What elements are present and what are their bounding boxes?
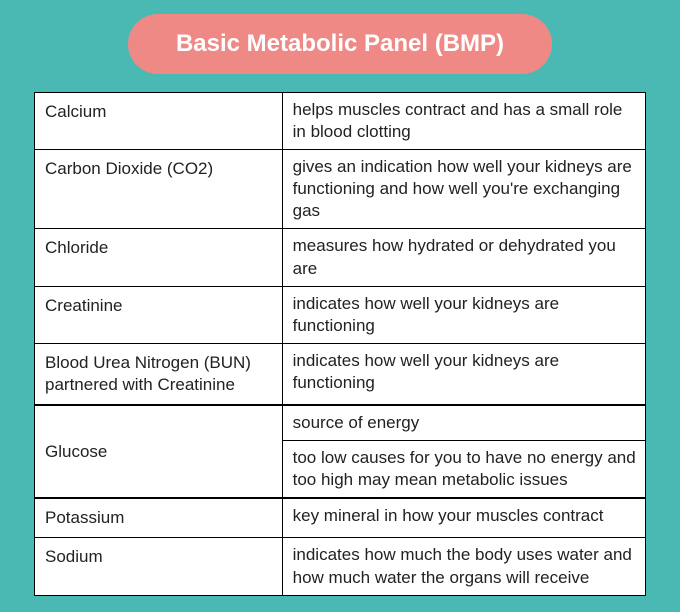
- table-row: Potassium key mineral in how your muscle…: [35, 498, 646, 538]
- bmp-table: Calcium helps muscles contract and has a…: [34, 92, 646, 596]
- analyte-desc: indicates how well your kidneys are func…: [282, 343, 645, 405]
- analyte-desc: helps muscles contract and has a small r…: [282, 93, 645, 150]
- analyte-name: Sodium: [35, 538, 283, 595]
- table-row: Blood Urea Nitrogen (BUN) partnered with…: [35, 343, 646, 405]
- analyte-name: Calcium: [35, 93, 283, 150]
- analyte-name: Chloride: [35, 229, 283, 286]
- analyte-name: Creatinine: [35, 286, 283, 343]
- analyte-name: Glucose: [35, 405, 283, 498]
- table-row: Creatinine indicates how well your kidne…: [35, 286, 646, 343]
- analyte-desc: source of energy: [282, 405, 645, 441]
- analyte-desc: key mineral in how your muscles contract: [282, 498, 645, 538]
- analyte-name: Blood Urea Nitrogen (BUN) partnered with…: [35, 343, 283, 405]
- panel-title: Basic Metabolic Panel (BMP): [128, 14, 552, 74]
- analyte-desc: gives an indication how well your kidney…: [282, 150, 645, 229]
- table-row: Sodium indicates how much the body uses …: [35, 538, 646, 595]
- analyte-name: Potassium: [35, 498, 283, 538]
- analyte-desc: measures how hydrated or dehydrated you …: [282, 229, 645, 286]
- analyte-name: Carbon Dioxide (CO2): [35, 150, 283, 229]
- analyte-desc: too low causes for you to have no energy…: [282, 441, 645, 499]
- table-row: Chloride measures how hydrated or dehydr…: [35, 229, 646, 286]
- table-row: Calcium helps muscles contract and has a…: [35, 93, 646, 150]
- table-row: Glucose source of energy: [35, 405, 646, 441]
- analyte-desc: indicates how well your kidneys are func…: [282, 286, 645, 343]
- table-row: Carbon Dioxide (CO2) gives an indication…: [35, 150, 646, 229]
- analyte-desc: indicates how much the body uses water a…: [282, 538, 645, 595]
